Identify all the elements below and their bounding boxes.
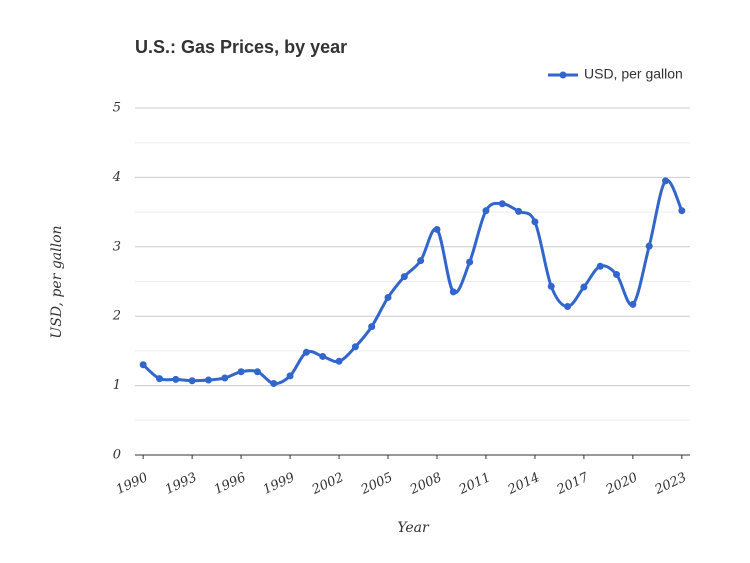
data-point: [613, 271, 621, 279]
data-point: [482, 207, 490, 215]
data-point: [400, 273, 408, 281]
data-point: [515, 207, 523, 215]
data-point: [221, 374, 229, 382]
y-tick-label: 4: [112, 170, 121, 185]
data-point: [286, 372, 294, 380]
data-point: [645, 242, 653, 250]
data-point: [629, 300, 637, 308]
data-point: [449, 288, 457, 296]
data-point: [368, 323, 376, 331]
data-point: [253, 368, 261, 376]
y-tick-label: 5: [113, 101, 121, 116]
x-tick-label: 1999: [261, 470, 297, 498]
data-point: [204, 376, 212, 384]
data-point: [531, 218, 539, 226]
data-point: [466, 258, 474, 266]
legend-marker: [559, 71, 567, 79]
x-tick-label: 2023: [652, 470, 689, 498]
data-point: [172, 375, 180, 383]
data-point: [662, 177, 670, 185]
x-tick-label: 2002: [309, 470, 346, 498]
x-tick-label: 1996: [212, 470, 248, 498]
data-point: [678, 207, 686, 215]
x-axis-title: Year: [397, 520, 430, 536]
y-tick-label: 1: [113, 378, 121, 393]
data-point: [270, 380, 278, 388]
data-point: [580, 283, 588, 291]
data-point: [155, 375, 163, 383]
data-point: [596, 262, 604, 270]
x-tick-label: 2014: [505, 470, 542, 498]
x-tick-label: 2005: [358, 470, 395, 498]
y-tick-label: 0: [113, 448, 121, 463]
data-point: [384, 293, 392, 301]
x-tick-label: 1990: [114, 470, 150, 498]
data-point: [319, 352, 327, 360]
data-point: [417, 257, 425, 265]
y-tick-label: 2: [112, 309, 121, 324]
data-point: [547, 282, 555, 290]
legend-label: USD, per gallon: [584, 66, 683, 82]
data-point: [188, 377, 196, 385]
data-point: [498, 200, 506, 208]
data-point: [302, 348, 310, 356]
y-axis-title: USD, per gallon: [49, 225, 65, 338]
data-point: [433, 225, 441, 233]
x-tick-label: 1993: [163, 470, 199, 498]
data-point: [351, 343, 359, 351]
chart-title: U.S.: Gas Prices, by year: [135, 37, 347, 57]
x-tick-label: 2008: [407, 470, 444, 498]
data-point: [139, 361, 147, 369]
data-point: [237, 368, 245, 376]
series-line: [142, 178, 684, 386]
x-tick-label: 2020: [603, 470, 640, 498]
data-point: [564, 302, 572, 310]
y-tick-label: 3: [113, 239, 121, 254]
x-tick-label: 2011: [456, 470, 493, 498]
x-tick-label: 2017: [554, 470, 592, 498]
data-point: [335, 357, 343, 365]
